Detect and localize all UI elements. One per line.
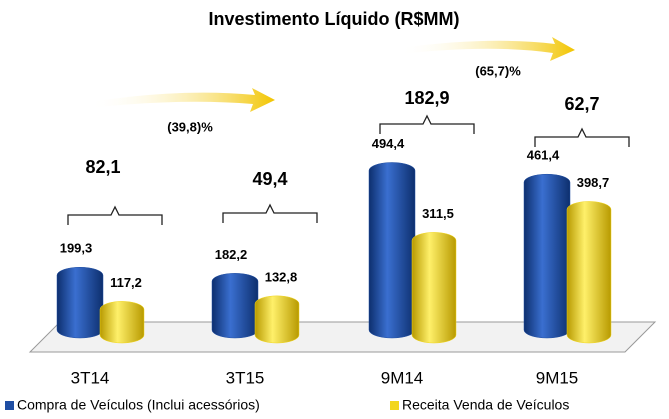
legend-label: Compra de Veículos (Inclui acessórios)	[17, 397, 260, 413]
bar	[566, 201, 612, 344]
change-label: (65,7)%	[475, 63, 521, 78]
bar	[211, 273, 259, 339]
legend-label: Receita Venda de Veículos	[402, 397, 569, 413]
bar	[254, 295, 300, 344]
legend-swatch	[5, 401, 14, 410]
total-label: 49,4	[252, 169, 287, 189]
bracket	[379, 114, 475, 134]
arrow	[400, 37, 575, 61]
value-label: 199,3	[60, 241, 93, 256]
bar	[99, 301, 145, 344]
value-label: 132,8	[265, 269, 298, 284]
x-tick-label: 9M15	[536, 368, 579, 387]
x-tick-label: 3T14	[71, 368, 110, 387]
bar	[411, 232, 457, 344]
legend-swatch	[390, 401, 399, 410]
bar	[56, 266, 104, 339]
arrow	[90, 88, 275, 112]
chart-title: Investimento Líquido (R$MM)	[209, 9, 460, 29]
bar	[523, 173, 571, 339]
x-tick-label: 9M14	[381, 368, 424, 387]
bracket	[222, 203, 318, 223]
total-label: 182,9	[404, 88, 449, 108]
total-label: 82,1	[85, 157, 120, 177]
x-tick-label: 3T15	[226, 368, 265, 387]
change-label: (39,8)%	[167, 119, 213, 134]
value-label: 182,2	[215, 247, 248, 262]
value-label: 398,7	[577, 175, 610, 190]
value-label: 311,5	[422, 206, 454, 221]
total-label: 62,7	[564, 94, 599, 114]
bracket	[534, 127, 630, 147]
bar	[368, 162, 416, 339]
bracket	[67, 205, 163, 225]
value-label: 117,2	[110, 275, 142, 290]
value-label: 461,4	[527, 148, 560, 163]
value-label: 494,4	[372, 136, 405, 151]
floor	[28, 321, 657, 353]
